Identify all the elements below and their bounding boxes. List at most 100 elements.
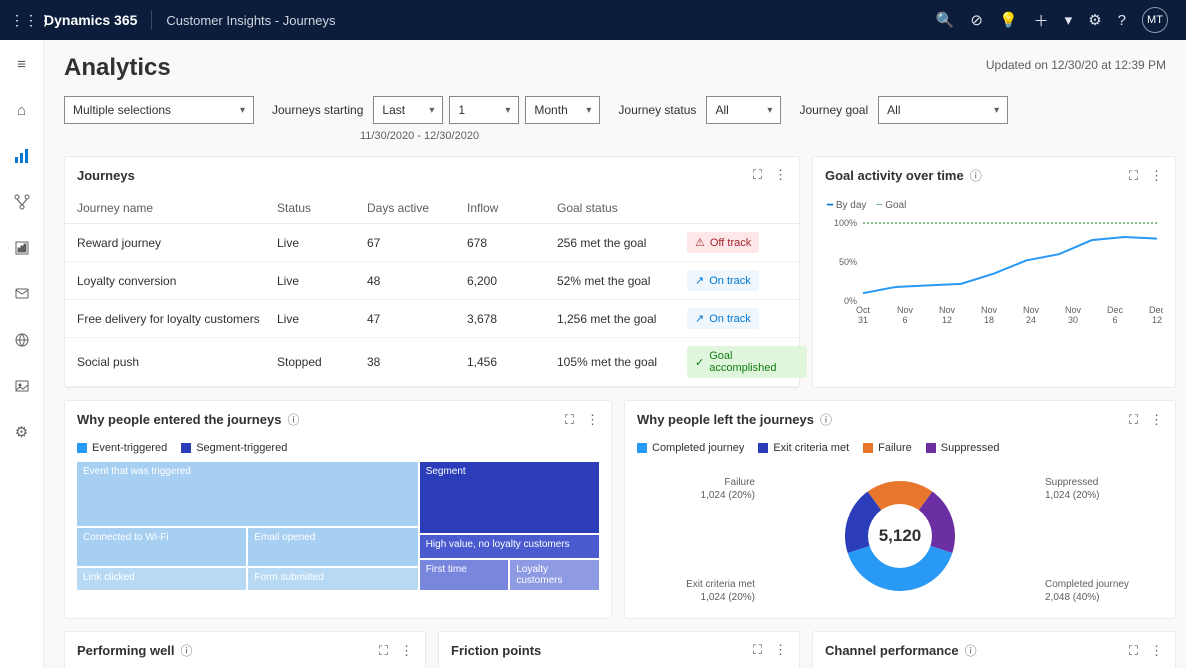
svg-text:50%: 50% — [839, 257, 857, 267]
svg-text:12: 12 — [1152, 315, 1162, 325]
nav-home-icon[interactable]: ⌂ — [6, 94, 38, 126]
donut-label-suppressed: Suppressed1,024 (20%) — [1045, 476, 1165, 502]
info-icon[interactable]: ⓘ — [970, 167, 982, 184]
chevron-down-icon: ▾ — [586, 105, 591, 116]
more-icon[interactable]: ⋮ — [400, 643, 413, 659]
more-icon[interactable]: ⋮ — [1150, 412, 1163, 428]
nav-analytics-icon[interactable] — [6, 140, 38, 172]
status-select[interactable]: All▾ — [706, 96, 781, 124]
nav-globe-icon[interactable] — [6, 324, 38, 356]
help-icon[interactable]: ? — [1118, 12, 1126, 29]
table-row[interactable]: Reward journeyLive67678256 met the goal⚠… — [65, 224, 799, 262]
table-row[interactable]: Social pushStopped381,456105% met the go… — [65, 338, 799, 387]
chevron-down-icon: ▾ — [994, 105, 999, 116]
chevron-down-icon: ▾ — [429, 105, 434, 116]
journeys-table: Journey name Status Days active Inflow G… — [65, 193, 799, 387]
expand-icon[interactable]: ⛶ — [1129, 168, 1138, 184]
goal-chart-svg: 100%50%0%Oct31Nov6Nov12Nov18Nov24Nov30De… — [827, 217, 1163, 327]
expand-icon[interactable]: ⛶ — [753, 642, 762, 658]
svg-text:30: 30 — [1068, 315, 1078, 325]
multi-select[interactable]: Multiple selections ▾ — [64, 96, 254, 124]
table-row[interactable]: Free delivery for loyalty customersLive4… — [65, 300, 799, 338]
info-icon[interactable]: ⓘ — [820, 411, 832, 428]
multi-select-label: Multiple selections — [73, 103, 171, 117]
left-card: Why people left the journeysⓘ ⛶⋮ Complet… — [624, 400, 1176, 619]
more-icon[interactable]: ⋮ — [774, 167, 787, 183]
journeys-card: Journeys ⛶ ⋮ Journey name Status Days act… — [64, 156, 800, 388]
col-days: Days active — [367, 201, 467, 215]
unit-select[interactable]: Month▾ — [525, 96, 600, 124]
donut-label-completed: Completed journey2,048 (40%) — [1045, 578, 1165, 604]
avatar[interactable]: MT — [1142, 7, 1168, 33]
target-icon[interactable]: ⊘ — [970, 11, 983, 29]
goal-select[interactable]: All▾ — [878, 96, 1008, 124]
brand-name: Dynamics 365 — [44, 12, 137, 28]
more-icon[interactable]: ⋮ — [586, 412, 599, 428]
svg-text:Oct: Oct — [856, 305, 871, 315]
more-icon[interactable]: ⋮ — [774, 642, 787, 658]
journeys-card-title: Journeys — [77, 168, 135, 183]
channel-card: Channel performance ⓘ ⛶ ⋮ — [812, 631, 1176, 668]
col-status: Status — [277, 201, 367, 215]
svg-text:6: 6 — [902, 315, 907, 325]
svg-text:Nov: Nov — [981, 305, 998, 315]
number-select[interactable]: 1▾ — [449, 96, 519, 124]
legend-item: Completed journey — [637, 442, 744, 454]
expand-icon[interactable]: ⛶ — [565, 412, 574, 428]
nav-journeys-icon[interactable] — [6, 186, 38, 218]
table-row[interactable]: Loyalty conversionLive486,20052% met the… — [65, 262, 799, 300]
divider — [151, 10, 152, 30]
svg-text:Dec: Dec — [1149, 305, 1163, 315]
expand-icon[interactable]: ⛶ — [753, 167, 762, 183]
nav-messages-icon[interactable] — [6, 278, 38, 310]
col-name: Journey name — [77, 201, 277, 215]
app-launcher-icon[interactable]: ⋮⋮⋮ — [10, 12, 38, 29]
donut-label-failure: Failure1,024 (20%) — [635, 476, 755, 502]
search-icon[interactable]: 🔍 — [936, 11, 955, 29]
updated-timestamp: Updated on 12/30/20 at 12:39 PM — [986, 58, 1166, 72]
entered-card-title: Why people entered the journeys — [77, 412, 281, 427]
nav-hamburger-icon[interactable]: ≡ — [6, 48, 38, 80]
svg-text:18: 18 — [984, 315, 994, 325]
left-nav: ≡ ⌂ ⚙ — [0, 40, 44, 668]
expand-icon[interactable]: ⛶ — [1129, 643, 1138, 659]
expand-icon[interactable]: ⛶ — [1129, 412, 1138, 428]
topbar-actions: 🔍 ⊘ 💡 ＋ ▾ ⚙ ? MT — [936, 7, 1176, 33]
svg-text:12: 12 — [942, 315, 952, 325]
info-icon[interactable]: ⓘ — [965, 642, 977, 659]
info-icon[interactable]: ⓘ — [287, 411, 299, 428]
topbar: ⋮⋮⋮ Dynamics 365 Customer Insights - Jou… — [0, 0, 1186, 40]
more-icon[interactable]: ⋮ — [1150, 643, 1163, 659]
product-name: Customer Insights - Journeys — [166, 13, 335, 28]
goal-label: Journey goal — [799, 103, 868, 117]
performing-title: Performing well — [77, 643, 175, 658]
nav-image-icon[interactable] — [6, 370, 38, 402]
expand-icon[interactable]: ⛶ — [379, 643, 388, 659]
svg-text:24: 24 — [1026, 315, 1036, 325]
legend-item: Segment-triggered — [181, 442, 287, 454]
svg-text:Nov: Nov — [1023, 305, 1040, 315]
nav-reports-icon[interactable] — [6, 232, 38, 264]
last-select[interactable]: Last▾ — [373, 96, 443, 124]
legend-item: Suppressed — [926, 442, 1000, 454]
filter-icon[interactable]: ▾ — [1065, 11, 1073, 29]
legend-item: Failure — [863, 442, 912, 454]
plus-icon[interactable]: ＋ — [1034, 10, 1049, 31]
svg-text:100%: 100% — [834, 218, 857, 228]
channel-title: Channel performance — [825, 643, 959, 658]
donut-label-exit: Exit criteria met1,024 (20%) — [635, 578, 755, 604]
status-badge: ↗On track — [687, 270, 759, 291]
gear-icon[interactable]: ⚙ — [1088, 11, 1101, 29]
donut-total: 5,120 — [879, 526, 922, 546]
svg-text:Nov: Nov — [897, 305, 914, 315]
journeys-starting-label: Journeys starting — [272, 103, 363, 117]
legend-item: Exit criteria met — [758, 442, 849, 454]
goal-line-chart: ━ By day ┈ Goal 100%50%0%Oct31Nov6Nov12N… — [813, 194, 1175, 340]
more-icon[interactable]: ⋮ — [1150, 168, 1163, 184]
nav-settings-icon[interactable]: ⚙ — [6, 416, 38, 448]
svg-text:31: 31 — [858, 315, 868, 325]
svg-text:Nov: Nov — [939, 305, 956, 315]
info-icon[interactable]: ⓘ — [181, 642, 193, 659]
bulb-icon[interactable]: 💡 — [999, 11, 1018, 29]
friction-card: Friction points ⛶⋮ — [438, 631, 800, 668]
